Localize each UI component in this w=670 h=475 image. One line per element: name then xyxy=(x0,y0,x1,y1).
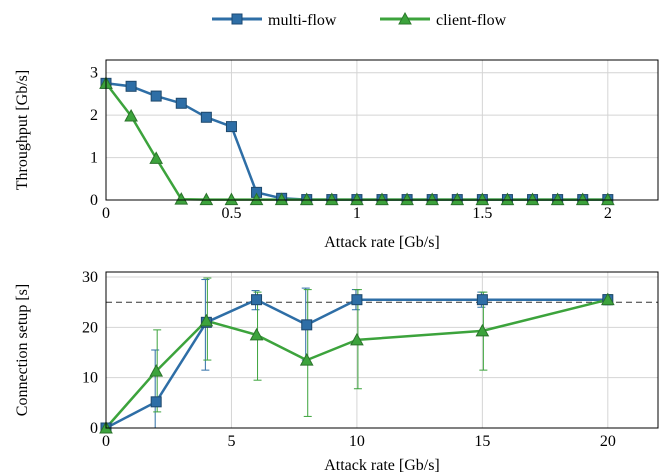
connection-setup-y-tick-label: 10 xyxy=(82,370,98,387)
throughput-tick-labels: 0 0.5 1 1.5 2 0 1 2 3 xyxy=(90,65,612,222)
throughput-point-client-flow xyxy=(600,192,615,206)
throughput-grid xyxy=(105,60,658,201)
connection-setup-x-tick-label: 15 xyxy=(474,433,490,450)
throughput-point-multi-flow xyxy=(225,121,237,133)
throughput-x-axis-title: Attack rate [Gb/s] xyxy=(324,234,440,251)
legend-item-multi-flow: multi-flow xyxy=(212,12,337,29)
connection-setup-point-multi-flow xyxy=(476,294,488,306)
throughput-point-client-flow xyxy=(425,192,440,206)
throughput-y-tick-label: 1 xyxy=(90,150,98,167)
legend: multi-flow client-flow xyxy=(212,11,507,29)
connection-setup-point-client-flow xyxy=(475,323,490,337)
legend-label-multi-flow: multi-flow xyxy=(268,12,337,29)
throughput-x-tick-label: 2 xyxy=(604,205,612,222)
throughput-point-multi-flow xyxy=(125,80,137,92)
connection-setup-point-client-flow xyxy=(199,313,214,327)
connection-setup-point-multi-flow xyxy=(251,294,263,306)
throughput-point-client-flow xyxy=(149,151,164,164)
legend-marker-multi-flow xyxy=(231,13,243,25)
connection-setup-point-multi-flow xyxy=(150,396,162,408)
connection-setup-y-tick-label: 0 xyxy=(90,420,98,437)
throughput-point-client-flow xyxy=(299,192,314,206)
throughput-point-client-flow xyxy=(450,192,465,206)
connection-setup-point-client-flow xyxy=(249,327,264,341)
connection-setup-x-tick-label: 10 xyxy=(349,433,365,450)
connection-setup-point-multi-flow xyxy=(351,294,363,306)
connection-setup-series-line-client-flow xyxy=(105,298,609,429)
throughput-point-client-flow xyxy=(475,192,490,206)
throughput-y-tick-label: 2 xyxy=(90,107,98,124)
throughput-point-client-flow xyxy=(500,192,515,206)
legend-marker-client-flow xyxy=(398,11,412,25)
connection-setup-point-multi-flow xyxy=(301,319,313,331)
connection-setup-chart: 0 5 10 15 20 0 10 20 30 Attack rate [Gb/s] Conne… xyxy=(14,269,659,474)
legend-item-client-flow: client-flow xyxy=(380,11,507,29)
throughput-point-client-flow xyxy=(324,192,339,206)
throughput-point-client-flow xyxy=(575,192,590,206)
connection-setup-y-tick-label: 20 xyxy=(82,319,98,336)
connection-setup-point-client-flow xyxy=(600,292,615,306)
connection-setup-point-client-flow xyxy=(350,332,364,346)
connection-setup-point-client-flow xyxy=(299,353,314,366)
connection-setup-series-line-multi-flow xyxy=(105,298,608,430)
connection-setup-plot-frame xyxy=(105,271,659,429)
throughput-point-multi-flow xyxy=(150,90,162,102)
throughput-point-multi-flow xyxy=(200,111,212,123)
throughput-x-tick-label: 1.5 xyxy=(472,205,492,222)
throughput-plot-frame xyxy=(105,59,659,201)
throughput-x-tick-label: 1 xyxy=(353,205,361,222)
throughput-y-tick-label: 3 xyxy=(90,65,98,82)
throughput-point-multi-flow xyxy=(175,97,187,109)
throughput-y-axis-title: Throughput [Gb/s] xyxy=(14,70,31,190)
connection-setup-x-tick-label: 20 xyxy=(600,433,616,450)
connection-setup-x-axis-title: Attack rate [Gb/s] xyxy=(324,457,440,474)
throughput-point-client-flow xyxy=(400,192,414,206)
throughput-point-client-flow xyxy=(350,192,364,206)
throughput-point-client-flow xyxy=(199,192,214,206)
throughput-y-tick-label: 0 xyxy=(90,192,98,209)
throughput-point-client-flow xyxy=(375,192,389,206)
throughput-point-client-flow xyxy=(174,192,189,205)
throughput-point-client-flow xyxy=(525,192,540,206)
connection-setup-plot xyxy=(99,277,658,434)
throughput-x-tick-label: 0.5 xyxy=(221,205,241,222)
throughput-point-client-flow xyxy=(124,108,138,122)
connection-setup-point-client-flow xyxy=(149,364,164,377)
throughput-point-client-flow xyxy=(224,192,239,206)
connection-setup-tick-labels: 0 5 10 15 20 0 10 20 30 xyxy=(82,269,616,450)
connection-setup-y-axis-title: Connection setup [s] xyxy=(14,284,31,416)
connection-setup-x-tick-label: 0 xyxy=(102,433,110,450)
connection-setup-x-tick-label: 5 xyxy=(227,433,235,450)
connection-setup-y-tick-label: 30 xyxy=(82,269,98,286)
legend-label-client-flow: client-flow xyxy=(436,12,507,29)
throughput-chart: 0 0.5 1 1.5 2 0 1 2 3 Attack rate [Gb/s] Through… xyxy=(14,59,659,251)
throughput-point-client-flow xyxy=(274,192,289,206)
throughput-point-client-flow xyxy=(249,192,264,206)
throughput-x-tick-label: 0 xyxy=(102,205,110,222)
throughput-point-client-flow xyxy=(550,192,565,206)
